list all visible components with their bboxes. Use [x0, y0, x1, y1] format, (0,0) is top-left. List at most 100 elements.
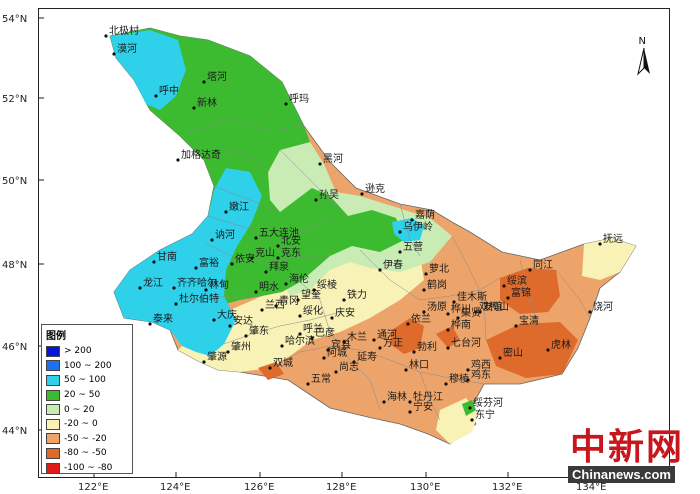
- city-dot: [446, 312, 450, 316]
- city-dot: [212, 318, 216, 322]
- city-dot: [410, 218, 414, 222]
- city-dot: [334, 370, 338, 374]
- city-marker: 双城: [268, 357, 293, 370]
- city-dot: [456, 316, 460, 320]
- city-dot: [398, 250, 402, 254]
- city-label: 牡丹江: [413, 390, 443, 403]
- city-dot: [330, 316, 334, 320]
- city-marker: 桦南: [446, 318, 471, 332]
- city-label: 尚志: [339, 360, 359, 373]
- city-marker: 黑河: [318, 153, 343, 166]
- city-dot: [412, 350, 416, 354]
- city-label: 加格达奇: [181, 148, 221, 161]
- city-dot: [228, 324, 232, 328]
- city-dot: [268, 366, 272, 370]
- city-dot: [210, 238, 214, 242]
- city-label: 讷河: [215, 228, 235, 241]
- city-dot: [318, 162, 322, 166]
- city-label: 龙江: [143, 276, 163, 289]
- city-marker: 呼兰: [298, 322, 323, 336]
- city-marker: 伊春: [378, 259, 403, 272]
- city-marker: 漠河: [112, 43, 137, 56]
- city-label: 鹤岗: [427, 278, 447, 291]
- city-dot: [104, 34, 108, 38]
- city-label: 绥芬河: [473, 397, 503, 409]
- city-marker: 讷河: [210, 228, 235, 242]
- city-label: 肇州: [231, 340, 251, 353]
- city-label: 虎林: [551, 338, 571, 351]
- legend: 图例 > 200 100 ~ 200 50 ~ 100 20 ~ 50 0 ~ 20 -2…: [41, 324, 133, 474]
- city-marker: 呼中: [154, 84, 179, 98]
- region-anomaly-cyan-east: [392, 218, 424, 242]
- city-label: 萝北: [429, 263, 449, 275]
- city-label: 甘南: [157, 250, 177, 263]
- city-dot: [284, 282, 288, 286]
- city-marker: 克东: [276, 246, 301, 260]
- city-label: 鸡东: [471, 368, 491, 381]
- north-arrow-icon: N: [637, 36, 650, 76]
- city-label: 庆安: [335, 306, 355, 319]
- city-dot: [284, 102, 288, 106]
- lon-label: 128°E: [326, 482, 356, 493]
- city-label: 嘉荫: [415, 208, 435, 221]
- city-dot: [152, 260, 156, 264]
- city-marker: 肇东: [244, 324, 269, 338]
- city-marker: 虎林: [546, 338, 571, 352]
- city-marker: 富裕: [194, 256, 219, 270]
- city-dot: [112, 52, 116, 56]
- city-label: 杜尔伯特: [179, 292, 219, 305]
- city-label: 海伦: [289, 272, 309, 285]
- city-label: 黑河: [323, 153, 343, 165]
- city-dot: [398, 230, 402, 234]
- city-label: 五常: [311, 372, 331, 385]
- legend-label: 50 ~ 100: [64, 375, 106, 386]
- city-marker: 佳木斯: [452, 290, 487, 304]
- city-label: 桦南: [451, 318, 471, 331]
- city-dot: [312, 288, 316, 292]
- city-label: 望奎: [301, 288, 321, 301]
- legend-swatch: [46, 462, 60, 474]
- city-label: 汤原: [427, 300, 447, 313]
- lat-label: 46°N: [2, 342, 27, 353]
- city-dot: [298, 332, 302, 336]
- city-dot: [498, 356, 502, 360]
- city-dot: [296, 298, 300, 302]
- city-dot: [446, 346, 450, 350]
- lon-label: 130°E: [410, 482, 440, 493]
- city-label: 克东: [281, 246, 301, 259]
- north-label: N: [639, 36, 646, 47]
- city-marker: 克山: [250, 247, 275, 260]
- legend-swatch: [46, 374, 60, 386]
- legend-swatch: [46, 447, 60, 459]
- city-dot: [468, 406, 472, 410]
- city-label: 通河: [377, 329, 397, 341]
- city-marker: 牡丹江: [408, 390, 443, 404]
- city-dot: [276, 244, 280, 248]
- city-marker: 青冈: [274, 294, 299, 308]
- city-label: 七台河: [451, 336, 481, 349]
- city-label: 穆棱: [449, 372, 469, 385]
- city-marker: 友谊: [478, 300, 503, 314]
- legend-label: > 200: [64, 346, 92, 357]
- legend-swatch: [46, 418, 60, 430]
- region-anomaly-dark-orange-sw: [258, 362, 284, 380]
- city-marker: 绥化: [298, 304, 323, 318]
- city-dot: [314, 198, 318, 202]
- city-marker: 五大连池: [254, 226, 299, 240]
- city-marker: 肇源: [202, 350, 227, 364]
- lat-label: 48°N: [2, 260, 27, 271]
- city-label: 绥滨: [507, 274, 527, 287]
- city-label: 林口: [409, 358, 429, 371]
- city-marker: 萝北: [424, 263, 449, 276]
- city-marker: 五常: [306, 372, 331, 386]
- city-dot: [514, 324, 518, 328]
- city-label: 佳木斯: [457, 290, 487, 303]
- city-dot: [382, 400, 386, 404]
- city-marker: 呼玛: [284, 93, 309, 106]
- city-dot: [378, 346, 382, 350]
- city-dot: [342, 298, 346, 302]
- city-dot: [204, 288, 208, 292]
- city-dot: [322, 356, 326, 360]
- city-marker: 绥滨: [502, 274, 527, 288]
